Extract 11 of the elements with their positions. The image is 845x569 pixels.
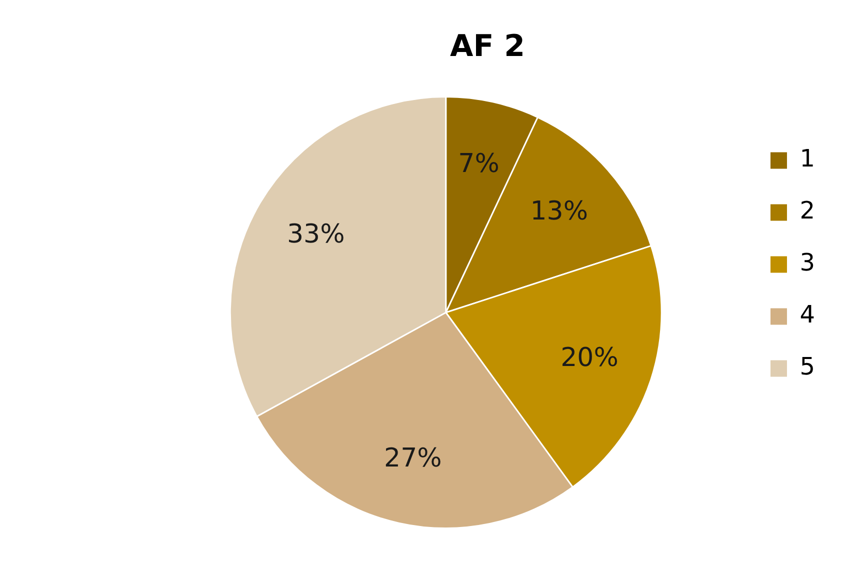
data-label: 27% xyxy=(384,444,442,474)
legend-label: 2 xyxy=(800,196,816,225)
data-label: 7% xyxy=(458,148,500,179)
legend-label: 4 xyxy=(800,300,816,329)
legend-label: 5 xyxy=(800,352,816,381)
data-label: 13% xyxy=(530,196,588,226)
legend-label: 1 xyxy=(800,144,816,173)
data-label: 20% xyxy=(560,342,618,373)
data-label: 33% xyxy=(286,219,345,250)
chart-title: AF 2 xyxy=(450,28,526,64)
legend-label: 3 xyxy=(800,248,816,277)
